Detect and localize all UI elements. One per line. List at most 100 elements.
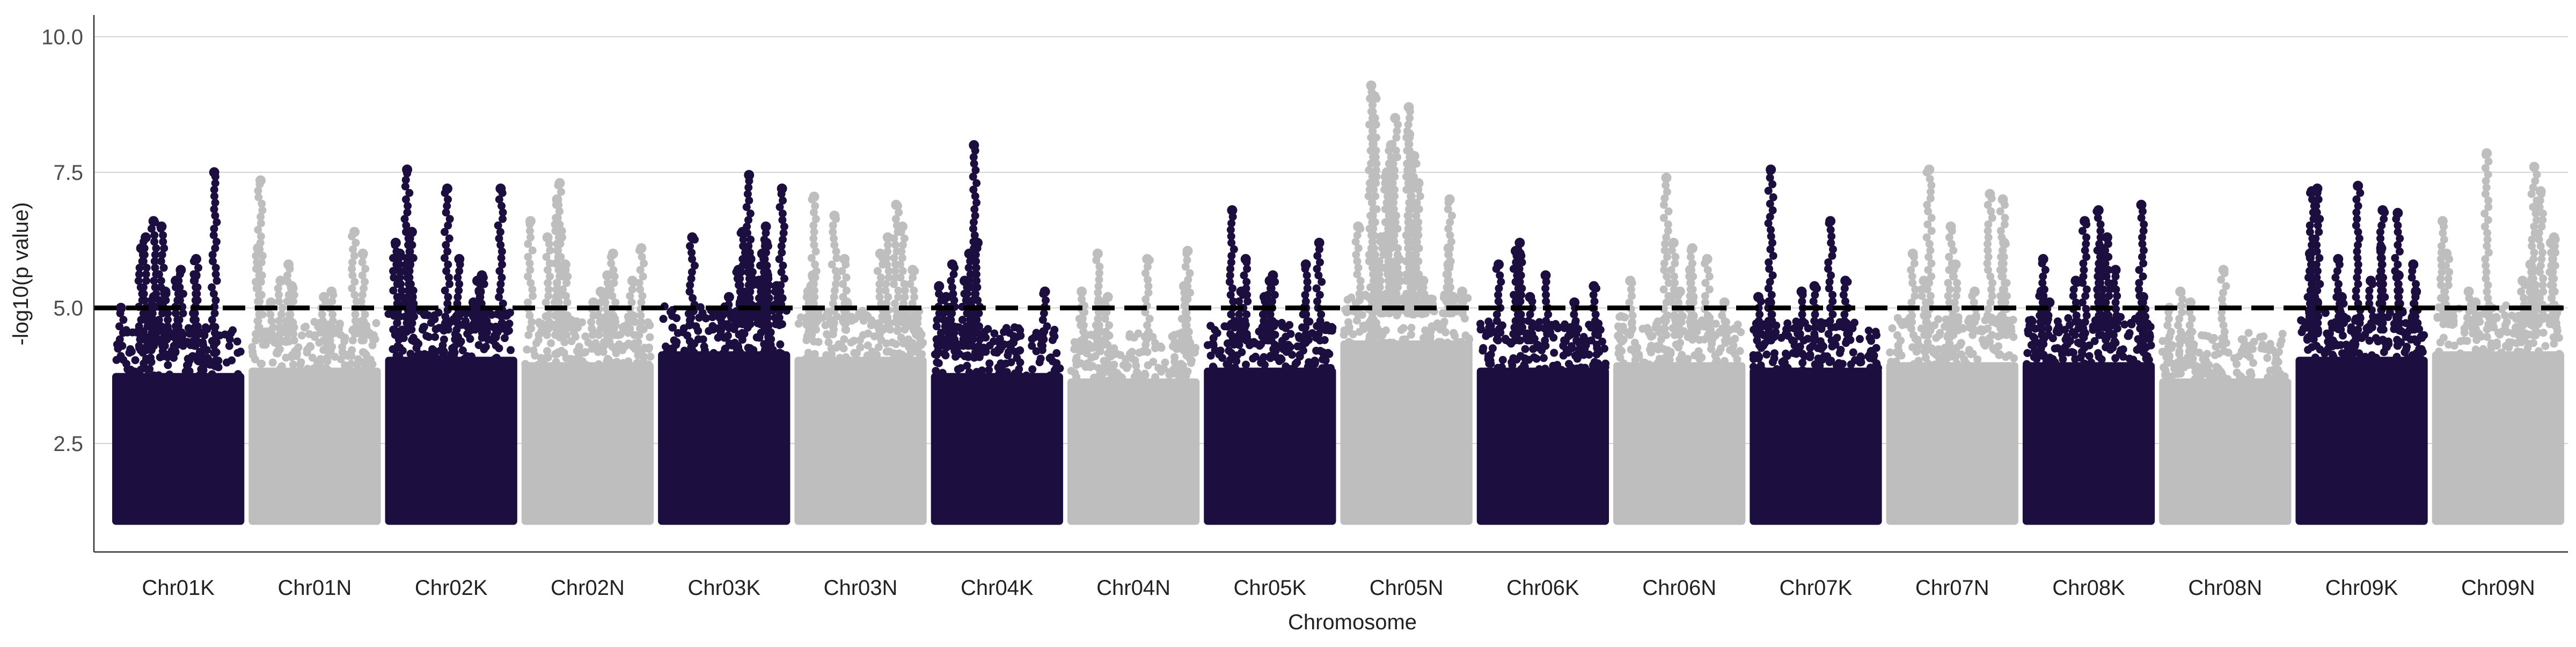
snp-point	[575, 355, 583, 364]
snp-point	[1426, 338, 1435, 346]
snp-point	[1660, 214, 1668, 222]
snp-point	[1009, 337, 1018, 345]
snp-point	[764, 333, 772, 341]
snp-point-peak	[2337, 292, 2347, 302]
snp-point	[1560, 336, 1568, 344]
snp-point	[2204, 366, 2212, 374]
snp-point	[1282, 333, 1290, 341]
snp-point	[1278, 322, 1286, 330]
series-Chr05K	[1204, 205, 1336, 525]
snp-point	[735, 331, 743, 339]
snp-point	[523, 346, 531, 354]
snp-point	[537, 354, 545, 362]
snp-point	[2357, 354, 2365, 362]
snp-point	[135, 369, 143, 377]
snp-point-peak	[1142, 254, 1152, 264]
snp-point	[1279, 345, 1287, 353]
snp-point-peak	[1625, 275, 1635, 286]
snp-point	[199, 341, 207, 349]
snp-point	[1489, 344, 1497, 352]
snp-point	[1894, 314, 1902, 322]
point-cloud-base	[1750, 368, 1882, 525]
snp-point	[1441, 328, 1450, 336]
snp-point	[2330, 353, 2338, 361]
snp-point	[2029, 317, 2037, 325]
snp-point-peak	[969, 140, 979, 150]
snp-point	[359, 348, 367, 356]
snp-point	[617, 343, 625, 351]
snp-point	[1782, 330, 1790, 338]
snp-point-peak	[1457, 287, 1467, 297]
snp-point	[1275, 357, 1283, 365]
snp-point	[699, 336, 707, 344]
snp-point	[1957, 339, 1965, 347]
snp-point	[237, 347, 245, 355]
snp-point	[2074, 339, 2082, 347]
snp-point	[441, 287, 449, 295]
snp-point	[331, 353, 339, 361]
point-cloud-base	[1477, 368, 1609, 525]
snp-point	[2033, 351, 2041, 359]
snp-point	[1037, 354, 1045, 362]
snp-point	[1426, 328, 1435, 336]
snp-point	[1635, 353, 1643, 361]
snp-point	[2063, 340, 2072, 348]
snp-point	[600, 338, 608, 346]
snp-point-peak	[319, 292, 329, 302]
snp-point-peak	[1970, 287, 1980, 297]
snp-point	[2161, 371, 2169, 379]
snp-point	[1161, 359, 1169, 367]
snp-point-peak	[1766, 164, 1776, 175]
snp-point	[1233, 351, 1241, 359]
snp-point	[1502, 335, 1510, 343]
snp-point	[1386, 339, 1394, 347]
snp-point	[1711, 359, 1719, 367]
snp-point	[2402, 333, 2410, 341]
snp-point-peak	[1494, 259, 1504, 270]
snp-point	[524, 253, 532, 261]
snp-point-peak	[1404, 102, 1414, 112]
snp-point	[1851, 356, 1859, 364]
snp-point	[1826, 358, 1834, 366]
snp-point-peak	[394, 249, 405, 259]
snp-point	[1372, 319, 1380, 327]
snp-point	[1782, 364, 1790, 372]
snp-point	[297, 358, 305, 366]
snp-point-peak	[191, 254, 201, 264]
snp-point	[2210, 334, 2218, 342]
snp-point	[1479, 346, 1487, 354]
snp-point	[409, 334, 418, 342]
point-cloud-base	[2023, 362, 2155, 525]
snp-point	[828, 260, 836, 268]
snp-point	[1984, 324, 1992, 332]
snp-point	[1549, 362, 1557, 370]
snp-point-peak	[636, 243, 646, 253]
snp-point	[1126, 350, 1134, 358]
snp-point	[1383, 290, 1391, 298]
snp-point-peak	[349, 227, 360, 237]
snp-point	[200, 362, 208, 370]
snp-point	[1182, 372, 1190, 380]
snp-point-peak	[1386, 140, 1396, 150]
snp-point-peak	[1370, 91, 1380, 101]
snp-point-peak	[602, 270, 612, 280]
snp-point-peak	[897, 221, 908, 231]
snp-point	[1934, 315, 1942, 323]
snp-point	[1655, 345, 1663, 353]
snp-point	[2328, 319, 2336, 328]
snp-point	[1033, 329, 1041, 337]
snp-point	[1665, 207, 1673, 215]
snp-point-peak	[1525, 292, 1535, 302]
snp-point	[1697, 353, 1706, 361]
snp-point	[1209, 362, 1217, 370]
snp-point	[552, 358, 560, 366]
snp-point-peak	[472, 275, 482, 286]
snp-point	[2230, 354, 2238, 362]
snp-point	[1002, 324, 1011, 332]
snp-point	[763, 342, 771, 350]
snp-point	[941, 351, 949, 359]
snp-point	[276, 365, 284, 373]
snp-point	[690, 348, 698, 357]
snp-point-peak	[1668, 238, 1679, 248]
snp-point	[667, 308, 675, 316]
